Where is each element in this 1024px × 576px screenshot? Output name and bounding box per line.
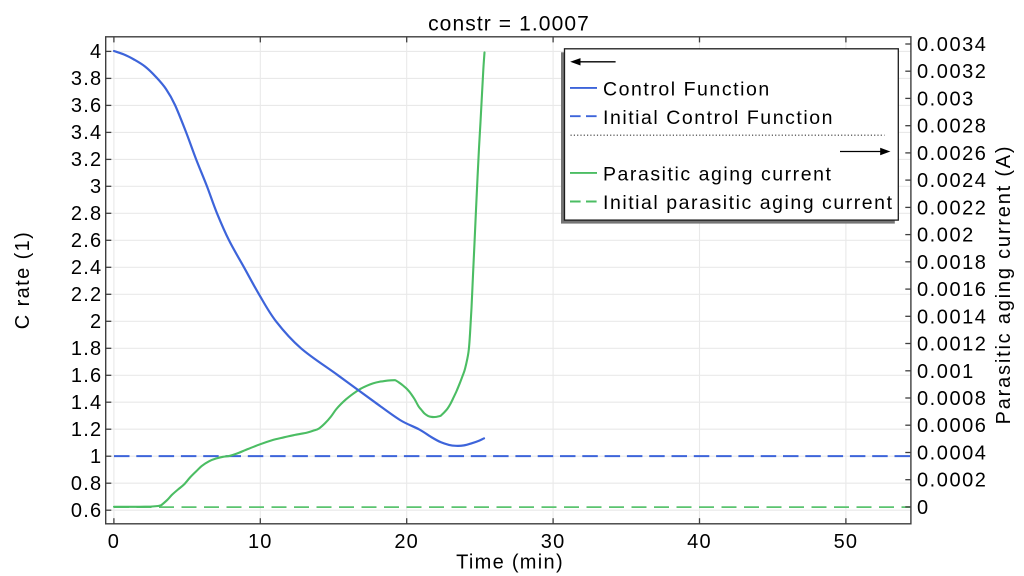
svg-text:30: 30 [541,531,566,553]
svg-text:C rate (1): C rate (1) [12,231,34,329]
svg-text:0.0012: 0.0012 [917,334,987,356]
svg-text:0.0018: 0.0018 [917,252,987,274]
svg-text:0.0032: 0.0032 [917,61,987,83]
svg-text:10: 10 [248,531,273,553]
svg-text:0: 0 [108,531,120,553]
svg-text:3.6: 3.6 [71,95,102,117]
svg-text:0.6: 0.6 [71,500,102,522]
svg-text:0.0028: 0.0028 [917,116,987,138]
svg-text:3.8: 3.8 [71,68,102,90]
svg-text:0.0034: 0.0034 [917,34,987,56]
svg-text:2.8: 2.8 [71,203,102,225]
svg-text:1: 1 [90,446,102,468]
svg-text:Time (min): Time (min) [456,551,564,573]
svg-text:0.8: 0.8 [71,473,102,495]
svg-text:Initial Control Function: Initial Control Function [603,107,834,129]
svg-text:0.001: 0.001 [917,361,975,383]
svg-text:0.0014: 0.0014 [917,306,987,328]
svg-text:1.6: 1.6 [71,365,102,387]
svg-text:0.002: 0.002 [917,225,975,247]
svg-text:4: 4 [90,41,102,63]
svg-text:0.0022: 0.0022 [917,197,987,219]
svg-text:0.0006: 0.0006 [917,415,987,437]
svg-text:2: 2 [90,311,102,333]
svg-text:3.4: 3.4 [71,122,102,144]
svg-text:40: 40 [687,531,712,553]
svg-text:Initial parasitic aging curren: Initial parasitic aging current [603,192,894,214]
svg-text:0.0008: 0.0008 [917,388,987,410]
svg-text:0.0024: 0.0024 [917,170,987,192]
svg-text:0.0004: 0.0004 [917,443,987,465]
svg-text:Parasitic aging current (A): Parasitic aging current (A) [993,145,1015,425]
svg-text:1.4: 1.4 [71,392,102,414]
svg-text:1.8: 1.8 [71,338,102,360]
svg-text:50: 50 [834,531,859,553]
svg-text:0: 0 [917,497,930,519]
svg-text:0.003: 0.003 [917,88,975,110]
svg-text:0.0026: 0.0026 [917,143,987,165]
svg-text:0.0016: 0.0016 [917,279,987,301]
svg-text:0.0002: 0.0002 [917,470,987,492]
svg-text:constr = 1.0007: constr = 1.0007 [428,12,590,35]
svg-text:20: 20 [394,531,419,553]
svg-text:2.2: 2.2 [71,284,102,306]
svg-text:1.2: 1.2 [71,419,102,441]
svg-text:2.4: 2.4 [71,257,102,279]
svg-text:2.6: 2.6 [71,230,102,252]
svg-text:3: 3 [90,176,102,198]
svg-text:Parasitic aging current: Parasitic aging current [603,164,832,186]
svg-text:3.2: 3.2 [71,149,102,171]
svg-text:Control Function: Control Function [603,79,771,101]
